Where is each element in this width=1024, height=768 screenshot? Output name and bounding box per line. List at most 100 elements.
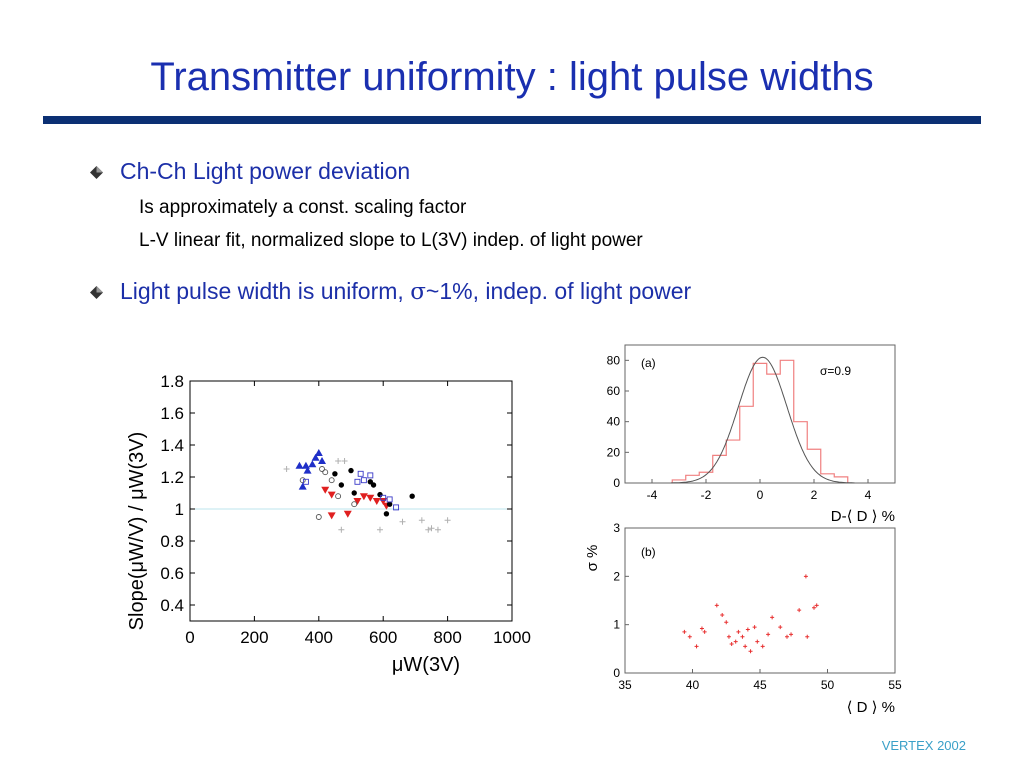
x-tick-label: -4 xyxy=(647,488,658,502)
data-point xyxy=(335,458,342,464)
data-point xyxy=(702,629,707,634)
x-tick-label: 55 xyxy=(888,678,902,692)
data-point xyxy=(302,478,309,485)
data-point xyxy=(366,494,375,502)
data-point xyxy=(370,482,377,488)
x-tick-label: 4 xyxy=(865,488,872,502)
footer-label: VERTEX 2002 xyxy=(881,738,966,753)
x-axis-label: ⟨ D ⟩ % xyxy=(847,699,895,716)
data-point xyxy=(377,491,383,498)
data-point xyxy=(699,626,704,631)
y-tick-label: 40 xyxy=(607,415,621,429)
y-tick-label: 0.6 xyxy=(160,564,184,583)
data-point xyxy=(315,514,322,520)
sigma-scatter-chart: 0 1 2 3 35 40 45 50 55 (b) σ % ⟨ D ⟩ % xyxy=(584,521,902,716)
y-axis-label: σ % xyxy=(584,545,601,572)
data-point xyxy=(812,605,816,610)
plot-frame xyxy=(189,380,513,622)
x-axis-label: μW(3V) xyxy=(392,654,460,676)
y-tick-label: 60 xyxy=(607,384,621,398)
x-tick-label: 200 xyxy=(240,628,268,647)
data-point xyxy=(372,498,381,505)
data-point xyxy=(745,627,750,632)
data-point xyxy=(353,498,362,505)
sigma-annotation: σ=0.9 xyxy=(820,364,851,378)
data-point xyxy=(425,526,432,533)
y-tick-label: 0 xyxy=(613,476,620,490)
x-tick-label: 600 xyxy=(369,628,397,647)
sigma-symbol: σ xyxy=(410,279,426,305)
data-point xyxy=(760,644,765,649)
data-point xyxy=(434,526,441,533)
x-tick-label: 0 xyxy=(185,628,194,647)
panel-label: (b) xyxy=(641,545,656,559)
data-point xyxy=(720,613,725,617)
bullet-text-pre: Light pulse width is uniform, xyxy=(120,278,411,304)
data-point xyxy=(380,494,387,501)
data-point xyxy=(409,493,415,499)
x-tick-label: 800 xyxy=(433,628,461,647)
histogram-outline xyxy=(671,359,849,483)
data-point xyxy=(805,634,810,639)
sub-bullet-lv-fit: L-V linear fit, normalized slope to L(3V… xyxy=(139,230,643,251)
data-point xyxy=(319,466,325,472)
data-point xyxy=(379,498,388,505)
data-point xyxy=(687,634,692,639)
data-point xyxy=(295,461,304,469)
y-tick-label: 3 xyxy=(613,521,620,535)
plot-frame xyxy=(624,344,896,484)
data-point xyxy=(733,639,738,644)
data-point xyxy=(444,517,451,524)
bullet-text-post: ~1%, indep. of light power xyxy=(425,278,692,304)
data-point xyxy=(357,470,364,477)
data-point xyxy=(298,482,307,490)
data-point xyxy=(803,574,808,579)
title-rule xyxy=(43,116,981,124)
y-tick-label: 0.4 xyxy=(160,596,184,615)
bullet-text: Ch-Ch Light power deviation xyxy=(120,158,411,184)
data-point xyxy=(367,472,374,479)
data-point xyxy=(418,517,425,524)
y-tick-label: 1.2 xyxy=(160,468,184,487)
y-tick-label: 1 xyxy=(175,500,184,519)
data-point xyxy=(748,649,753,654)
data-point xyxy=(797,608,802,613)
plot-frame xyxy=(624,527,896,674)
bullet-pulse-width: Light pulse width is uniform, σ~1%, inde… xyxy=(90,278,692,305)
diamond-bullet-icon xyxy=(90,166,103,179)
x-tick-label: 1000 xyxy=(493,628,531,647)
data-point xyxy=(321,486,330,494)
data-point xyxy=(386,496,393,503)
x-tick-label: 45 xyxy=(753,678,767,692)
data-point xyxy=(740,634,745,639)
data-point xyxy=(360,477,367,484)
data-point xyxy=(814,603,819,608)
data-point xyxy=(766,632,771,637)
data-point xyxy=(359,493,368,501)
slope-scatter-chart: 0.4 0.6 0.8 1 1.2 1.4 1.6 1.8 0 200 400 600 800 1000 μ… xyxy=(126,372,531,676)
x-tick-label: 400 xyxy=(305,628,333,647)
x-tick-label: -2 xyxy=(701,488,712,502)
data-point xyxy=(327,512,336,520)
data-point xyxy=(785,634,789,639)
data-point xyxy=(311,453,320,461)
data-point xyxy=(283,466,290,472)
x-tick-label: 2 xyxy=(811,488,818,502)
data-point xyxy=(743,644,748,649)
x-tick-label: 0 xyxy=(757,488,764,502)
data-point xyxy=(338,526,345,533)
data-point xyxy=(376,526,383,533)
y-tick-label: 1 xyxy=(613,618,620,632)
y-tick-label: 20 xyxy=(607,445,621,459)
data-point xyxy=(393,504,400,511)
y-tick-label: 1.8 xyxy=(160,372,184,391)
data-point xyxy=(770,615,775,620)
width-histogram-chart: 0 20 40 60 80 -4 -2 0 2 4 (a) σ=0.9 D-⟨ D ⟩ % xyxy=(607,344,896,525)
y-tick-label: 80 xyxy=(607,353,621,367)
data-point xyxy=(682,629,687,634)
data-point xyxy=(399,518,406,525)
data-point xyxy=(308,460,317,468)
data-point xyxy=(335,493,342,500)
y-tick-label: 1.6 xyxy=(160,404,184,423)
diamond-bullet-icon xyxy=(90,286,103,299)
